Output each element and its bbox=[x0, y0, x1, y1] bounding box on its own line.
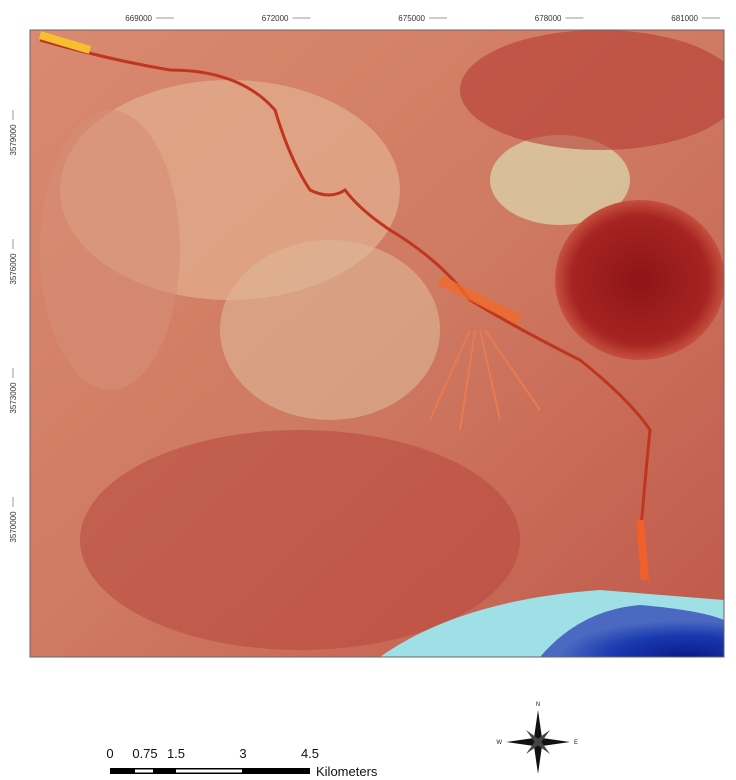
compass-e: E bbox=[574, 740, 578, 746]
easting-label: 681000 bbox=[671, 14, 698, 23]
map-page: 669000 672000 675000 678000 681000 3579000 357… bbox=[0, 0, 736, 780]
scale-label: 0.75 bbox=[132, 746, 157, 761]
scale-label: 4.5 bbox=[301, 746, 319, 761]
easting-label: 672000 bbox=[262, 14, 289, 23]
northing-label: 3579000 bbox=[9, 124, 18, 156]
easting-label: 678000 bbox=[535, 14, 562, 23]
northing-label: 3570000 bbox=[9, 511, 18, 543]
scale-label: 1.5 bbox=[167, 746, 185, 761]
easting-label: 669000 bbox=[125, 14, 152, 23]
easting-label: 675000 bbox=[398, 14, 425, 23]
scale-label: 3 bbox=[239, 746, 246, 761]
scale-unit: Kilometers bbox=[316, 764, 378, 779]
northing-label: 3573000 bbox=[9, 382, 18, 414]
scale-label: 0 bbox=[106, 746, 113, 761]
compass-w: W bbox=[496, 740, 502, 746]
scale-bar: 0 0.75 1.5 3 4.5 Kilometers bbox=[106, 746, 378, 779]
northing-label: 3576000 bbox=[9, 253, 18, 285]
satellite-image bbox=[30, 30, 736, 657]
north-arrow: N E W bbox=[496, 702, 578, 774]
compass-n: N bbox=[536, 702, 540, 708]
